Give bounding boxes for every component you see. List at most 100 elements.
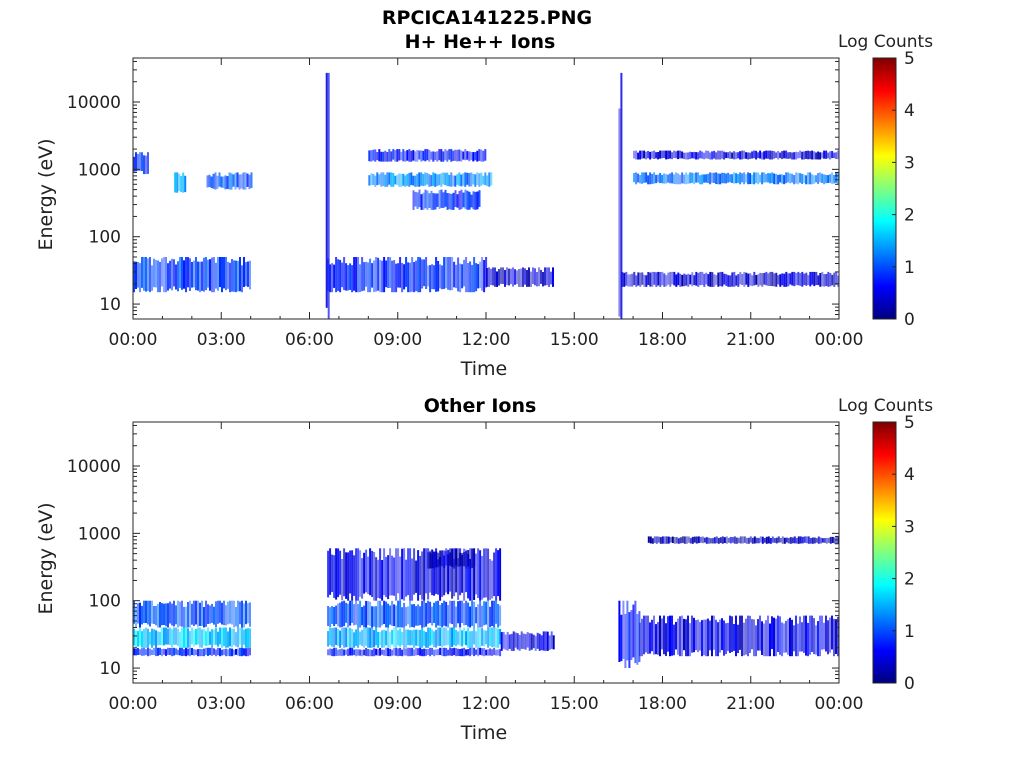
heatmap-cell [420, 172, 423, 186]
heatmap-band [633, 150, 839, 160]
heatmap-cell [691, 152, 694, 159]
heatmap-cell [751, 151, 754, 159]
heatmap-cell [835, 152, 838, 159]
heatmap-cell [669, 150, 672, 159]
heatmap-cell [339, 259, 342, 293]
heatmap-cell [624, 613, 627, 669]
heatmap-cell [485, 649, 488, 656]
heatmap-cell [783, 623, 785, 653]
heatmap-cell [781, 151, 784, 160]
heatmap-cell [374, 149, 377, 162]
heatmap-cell [225, 648, 227, 657]
heatmap-cell [643, 150, 646, 159]
heatmap-cell [727, 152, 730, 159]
heatmap-cell [137, 648, 139, 655]
heatmap-cell [831, 172, 834, 185]
panel-title: H+ He++ Ions [405, 31, 556, 53]
heatmap-cell [677, 150, 680, 160]
heatmap-cell [833, 152, 836, 159]
heatmap-cell [392, 173, 395, 187]
heatmap-cell [371, 627, 374, 648]
heatmap-cell [243, 629, 245, 645]
heatmap-cell [823, 274, 826, 287]
heatmap-cell [155, 605, 157, 626]
heatmap-cell [445, 601, 448, 627]
heatmap-cell [751, 275, 754, 287]
heatmap-cell [368, 150, 371, 162]
heatmap-cell [771, 271, 774, 287]
heatmap-cell [423, 600, 426, 628]
heatmap-cell [420, 150, 423, 162]
heatmap-cell [647, 175, 650, 185]
heatmap-cell [443, 550, 446, 568]
heatmap-cell [659, 173, 662, 184]
heatmap-cell [349, 647, 352, 656]
heatmap-cell [206, 175, 209, 188]
heatmap-cell [789, 537, 792, 544]
heatmap-cell [241, 627, 243, 648]
heatmap-cell [691, 172, 694, 183]
heatmap-cell [381, 649, 384, 655]
colorbar-tick-label: 4 [904, 465, 915, 485]
heatmap-cell [437, 627, 440, 646]
heatmap-cell [638, 611, 641, 662]
heatmap-cell [182, 172, 185, 193]
heatmap-cell [387, 555, 390, 600]
heatmap-cell [819, 273, 822, 287]
heatmap-cell [244, 172, 247, 190]
heatmap-cell [665, 623, 667, 656]
heatmap-cell [741, 615, 743, 657]
heatmap-cell [349, 627, 352, 648]
heatmap-cell [365, 261, 368, 287]
heatmap-cell [769, 271, 772, 286]
heatmap-cell [733, 624, 735, 651]
heatmap-cell [759, 150, 762, 159]
heatmap-band [133, 647, 251, 657]
heatmap-cell [439, 647, 442, 655]
heatmap-cell [649, 536, 652, 544]
heatmap-cell [827, 152, 830, 159]
heatmap-cell [415, 606, 418, 626]
heatmap-cell [534, 635, 537, 651]
heatmap-cell [133, 600, 135, 624]
heatmap-cell [775, 618, 777, 657]
heatmap-cell [403, 264, 406, 290]
heatmap-cell [402, 149, 405, 162]
heatmap-cell [508, 634, 511, 649]
heatmap-cell [355, 548, 358, 601]
heatmap-cell [679, 174, 682, 185]
heatmap-cell [489, 559, 492, 600]
heatmap-cell [462, 151, 465, 160]
heatmap-cell [331, 628, 334, 647]
heatmap-cell [723, 151, 726, 160]
heatmap-cell [163, 603, 165, 625]
heatmap-cell [461, 600, 464, 623]
heatmap-cell [443, 647, 446, 657]
heatmap-cell [445, 627, 448, 646]
heatmap-cell [359, 631, 362, 645]
heatmap-cell [383, 629, 386, 648]
heatmap-cell [636, 614, 639, 665]
heatmap-cell [133, 156, 135, 172]
heatmap-cell [755, 275, 758, 285]
heatmap-cell [479, 261, 482, 289]
heatmap-cell [641, 150, 644, 159]
heatmap-cell [141, 257, 143, 288]
heatmap-cell [327, 649, 330, 656]
heatmap-cell [353, 632, 356, 648]
heatmap-cell [417, 629, 420, 647]
heatmap-cell [433, 552, 436, 596]
heatmap-cell [528, 633, 531, 651]
heatmap-cell [427, 265, 430, 287]
heatmap-cell [149, 648, 151, 656]
heatmap-cell [669, 173, 672, 184]
heatmap-cell [435, 548, 438, 594]
heatmap-cell [413, 629, 416, 648]
heatmap-cell [426, 190, 429, 210]
heatmap-cell [795, 172, 798, 184]
heatmap-cell [249, 602, 251, 627]
heatmap-cell [465, 600, 468, 625]
heatmap-cell [773, 173, 776, 185]
heatmap-cell [461, 630, 464, 647]
heatmap-cell [819, 172, 822, 183]
